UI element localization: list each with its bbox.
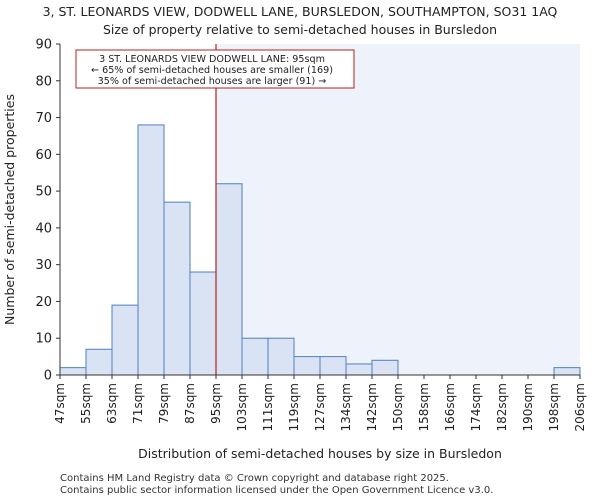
annotation-line-1: 3 ST. LEONARDS VIEW DODWELL LANE: 95sqm <box>99 54 325 65</box>
y-tick-label: 20 <box>35 295 52 310</box>
y-tick-label: 60 <box>35 148 52 163</box>
x-tick-label: 150sqm <box>391 383 405 431</box>
highlight-region <box>216 44 580 375</box>
x-tick-label: 119sqm <box>287 383 301 431</box>
bar-111sqm <box>268 338 294 375</box>
x-tick-label: 174sqm <box>469 383 483 431</box>
chart: 0 10 20 30 40 50 60 70 80 90 47sqm 55sqm 63sqm 71sqm 7… <box>0 0 600 470</box>
y-tick-label: 80 <box>35 74 52 89</box>
chart-subtitle: Size of property relative to semi-detach… <box>103 22 497 37</box>
annotation-line-2: ← 65% of semi-detached houses are smalle… <box>91 65 333 76</box>
y-tick-label: 50 <box>35 185 52 200</box>
bar-63sqm <box>112 305 138 375</box>
y-tick-label: 90 <box>35 38 52 53</box>
bar-119sqm <box>294 357 320 375</box>
x-axis-label: Distribution of semi-detached houses by … <box>138 446 502 461</box>
x-tick-label: 47sqm <box>53 383 67 424</box>
y-tick-label: 0 <box>44 369 52 384</box>
bar-134sqm <box>346 364 372 375</box>
x-tick-label: 95sqm <box>209 383 223 424</box>
y-tick-label: 40 <box>35 221 52 236</box>
y-axis-label: Number of semi-detached properties <box>2 94 17 325</box>
bar-127sqm <box>320 357 346 375</box>
x-tick-label: 166sqm <box>443 383 457 431</box>
x-tick-label: 142sqm <box>365 383 379 431</box>
y-tick-label: 10 <box>35 332 52 347</box>
annotation-line-3: 35% of semi-detached houses are larger (… <box>98 76 327 87</box>
bar-79sqm <box>164 202 190 375</box>
bar-47sqm <box>60 368 86 375</box>
x-tick-label: 158sqm <box>417 383 431 431</box>
x-tick-label: 198sqm <box>547 383 561 431</box>
chart-title: 3, ST. LEONARDS VIEW, DODWELL LANE, BURS… <box>43 4 558 19</box>
y-tick-label: 70 <box>35 111 52 126</box>
y-tick-label: 30 <box>35 258 52 273</box>
bar-87sqm <box>190 272 216 375</box>
bar-55sqm <box>86 349 112 375</box>
bar-142sqm <box>372 360 398 375</box>
x-tick-label: 63sqm <box>105 383 119 424</box>
x-tick-label: 127sqm <box>313 383 327 431</box>
x-tick-label: 87sqm <box>183 383 197 424</box>
x-tick-label: 55sqm <box>79 383 93 424</box>
footer-line-1: Contains HM Land Registry data © Crown c… <box>60 473 449 484</box>
x-tick-label: 134sqm <box>339 383 353 431</box>
x-tick-label: 71sqm <box>131 383 145 424</box>
x-tick-label: 103sqm <box>235 383 249 431</box>
x-tick-label: 206sqm <box>573 383 587 431</box>
x-tick-label: 79sqm <box>157 383 171 424</box>
footer-line-2: Contains public sector information licen… <box>60 485 493 496</box>
bar-95sqm <box>216 184 242 375</box>
x-tick-label: 182sqm <box>495 383 509 431</box>
bar-103sqm <box>242 338 268 375</box>
bar-71sqm <box>138 125 164 375</box>
x-tick-label: 111sqm <box>261 383 275 431</box>
x-tick-label: 190sqm <box>521 383 535 431</box>
bar-198sqm <box>554 368 580 375</box>
